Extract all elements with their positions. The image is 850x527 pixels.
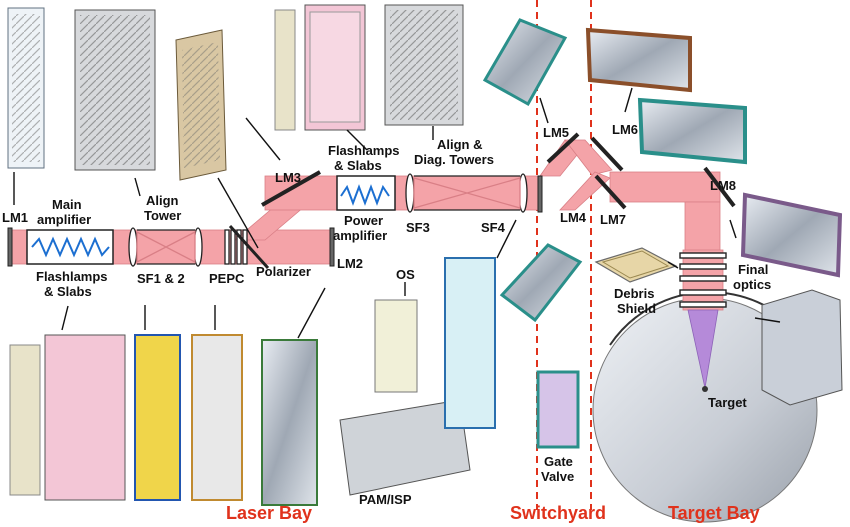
spatial-filter-sf12-icon (128, 227, 203, 267)
mirror-lm6-icon (590, 136, 624, 172)
label-sf4: SF4 (481, 220, 506, 235)
pepc-frame-icon (191, 334, 243, 501)
sf-tower-frame-icon (134, 334, 181, 501)
debris-shield-icon (594, 247, 678, 283)
beam-path (9, 139, 724, 311)
label-flash-1: Flashlamps (36, 269, 108, 284)
mirror-lm1-icon (7, 227, 13, 267)
label-gate-1: Gate (544, 454, 573, 469)
lm4-mirror-module-icon (499, 243, 583, 323)
label-sf12: SF1 & 2 (137, 271, 185, 286)
label-debris-1: Debris (614, 286, 654, 301)
flashlamp-cassette-icon (274, 4, 366, 131)
target-point (702, 386, 708, 392)
label-align-1: Align (146, 193, 179, 208)
gate-valve-icon (536, 370, 580, 449)
label-main-amp-1: Main (52, 197, 82, 212)
lm7-mirror-module-icon (637, 97, 747, 165)
label-flash-2: & Slabs (44, 284, 92, 299)
label-lm3: LM3 (275, 170, 301, 185)
label-target: Target (708, 395, 747, 410)
label-main-amp-2: amplifier (37, 212, 91, 227)
label-sf3: SF3 (406, 220, 430, 235)
label-diag-1: Align & (437, 137, 483, 152)
label-power-1: Power (344, 213, 383, 228)
zone-target-bay: Target Bay (668, 503, 760, 523)
final-optics-assembly-icon (761, 289, 843, 406)
os-rack-icon (374, 299, 418, 393)
mirror-lm4-icon (537, 175, 543, 213)
align-tower-frame-icon (74, 9, 156, 171)
label-lm2: LM2 (337, 256, 363, 271)
label-diag-2: Diag. Towers (414, 152, 494, 167)
label-polarizer: Polarizer (256, 264, 311, 279)
amplifier-frame-icon (7, 7, 45, 169)
label-pepc: PEPC (209, 271, 245, 286)
mirror-lm7-icon (594, 174, 627, 210)
label-lm1: LM1 (2, 210, 28, 225)
diag-tower-icon (384, 4, 464, 126)
pam-isp-icon (339, 399, 471, 496)
label-lm5: LM5 (543, 125, 569, 140)
label-pam: PAM/ISP (359, 492, 412, 507)
callout-arrows (13, 87, 781, 339)
mirror-lm2-icon (329, 227, 335, 267)
lm8-mirror-module-icon (740, 192, 843, 278)
align-diag-tower-bottom-icon (444, 257, 496, 429)
mirror-lm5-icon (546, 132, 580, 164)
mirror-lm8-icon (703, 166, 736, 208)
label-final-2: optics (733, 277, 771, 292)
label-final-1: Final (738, 262, 768, 277)
polarizer-icon (228, 224, 270, 270)
label-flash-top-1: Flashlamps (328, 143, 400, 158)
zone-switchyard: Switchyard (510, 503, 606, 523)
label-lm8: LM8 (710, 178, 736, 193)
periscope-frame-icon (175, 29, 227, 181)
label-debris-2: Shield (617, 301, 656, 316)
final-beam-cone (687, 309, 719, 389)
mirror-lm3-icon (261, 170, 321, 207)
label-power-2: amplifier (333, 228, 387, 243)
label-lm4: LM4 (560, 210, 587, 225)
zone-laser-bay: Laser Bay (226, 503, 312, 523)
final-optics-icon (679, 252, 727, 308)
spatial-filter-sf34-icon (405, 173, 528, 213)
label-lm6: LM6 (612, 122, 638, 137)
label-lm7: LM7 (600, 212, 626, 227)
switchyard-mirror-module-icon (482, 18, 568, 107)
power-amplifier-box (336, 175, 396, 211)
label-flash-top-2: & Slabs (334, 158, 382, 173)
lm6-mirror-module-icon (585, 27, 692, 93)
main-amplifier-box (26, 229, 114, 265)
bottom-amplifier-frame-icon (9, 334, 126, 501)
lm2-mirror-tower-icon (261, 339, 318, 506)
label-gate-2: Valve (541, 469, 574, 484)
label-align-2: Tower (144, 208, 181, 223)
label-os: OS (396, 267, 415, 282)
